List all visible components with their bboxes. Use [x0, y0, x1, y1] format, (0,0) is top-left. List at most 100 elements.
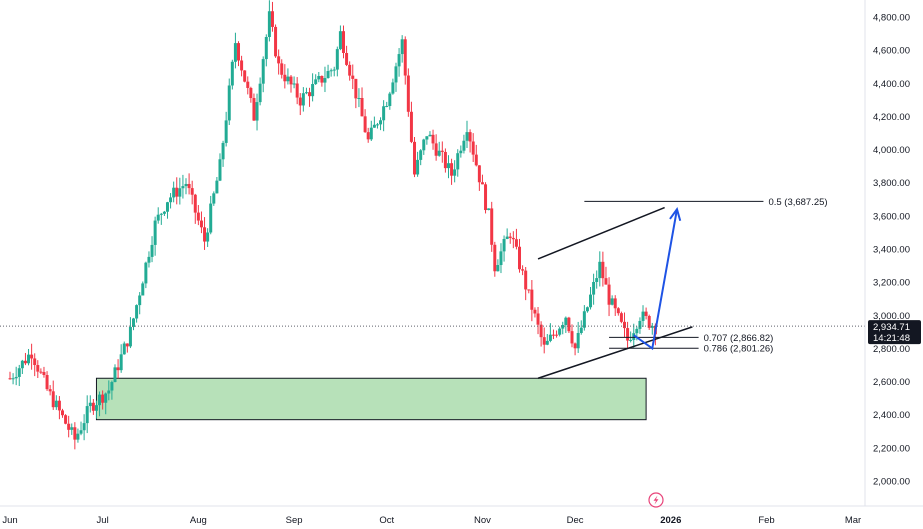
candle-body: [505, 236, 509, 239]
candle-body: [138, 295, 142, 306]
candle-body: [286, 76, 290, 82]
candle-body: [193, 194, 197, 213]
candle-body: [240, 60, 244, 71]
y-axis[interactable]: 4,800.00 4,600.00 4,400.00 4,200.00 4,000.00…: [873, 13, 910, 488]
candle-body: [638, 320, 642, 329]
candle-body: [107, 390, 111, 394]
candle-body: [101, 394, 105, 403]
candle-body: [416, 159, 420, 175]
candle-body: [209, 203, 213, 233]
x-axis[interactable]: Jun Jul Aug Sep Oct Nov Dec 2026 Feb Mar: [2, 515, 861, 526]
candle-body: [230, 61, 234, 86]
candle-body: [533, 309, 537, 314]
candle-body: [196, 212, 200, 221]
candle-body: [391, 82, 395, 94]
candle-body: [372, 124, 376, 128]
candle-body: [301, 93, 305, 106]
candle-body: [88, 402, 92, 407]
fib-level-label: 0.5 (3,687.25): [768, 197, 827, 208]
candle-body: [619, 313, 623, 322]
candle-body: [354, 78, 358, 99]
candle-body: [23, 360, 27, 364]
candle-body: [218, 159, 222, 181]
candle-body: [280, 63, 284, 75]
y-tick-label: 4,800.00: [873, 13, 910, 24]
candle-body: [132, 318, 136, 327]
candle-body: [650, 326, 654, 328]
candle-body: [36, 365, 40, 372]
candle-body: [184, 183, 188, 187]
y-tick-label: 2,800.00: [873, 344, 910, 355]
candle-body: [555, 334, 559, 336]
candle-body: [601, 261, 605, 279]
candle-body: [397, 54, 401, 67]
candle-body: [91, 402, 95, 411]
lightning-icon[interactable]: [648, 492, 664, 508]
candle-body: [539, 324, 543, 338]
fib-level-label: 0.707 (2,866.82): [704, 333, 774, 344]
candle-body: [73, 427, 77, 440]
candle-body: [85, 406, 89, 424]
candle-body: [54, 400, 58, 408]
candle-body: [518, 246, 522, 270]
candle-body: [119, 354, 123, 371]
y-tick-label: 2,000.00: [873, 477, 910, 488]
y-tick-label: 3,200.00: [873, 278, 910, 289]
candle-body: [345, 52, 349, 65]
candle-body: [647, 315, 651, 328]
candle-body: [589, 294, 593, 308]
candle-body: [308, 92, 312, 97]
candle-body: [493, 244, 497, 272]
candle-body: [317, 75, 321, 80]
x-tick-label: Sep: [286, 515, 303, 526]
candle-body: [17, 368, 21, 377]
candle-body: [212, 193, 216, 204]
candle-body: [135, 305, 139, 319]
candle-body: [499, 251, 503, 266]
candle-body: [604, 278, 608, 285]
x-tick-label: Dec: [567, 515, 584, 526]
candle-body: [422, 139, 426, 151]
plot-area[interactable]: 0.5 (3,687.25) 0.707 (2,866.82)0.786 (2,8…: [0, 0, 865, 450]
last-price-value: 2,934.71: [873, 322, 910, 333]
candle-body: [548, 334, 552, 341]
candle-body: [459, 150, 463, 154]
candle-body: [335, 49, 339, 70]
candle-body: [434, 143, 438, 156]
candle-body: [496, 265, 500, 272]
candle-body: [314, 79, 318, 85]
candle-body: [524, 270, 528, 290]
candle-body: [252, 98, 256, 121]
candle-body: [20, 360, 24, 369]
candle-body: [561, 324, 565, 329]
candle-body: [292, 83, 296, 85]
y-tick-label: 3,000.00: [873, 311, 910, 322]
y-tick-label: 4,400.00: [873, 79, 910, 90]
candle-body: [641, 311, 645, 321]
candle-body: [11, 378, 15, 380]
candle-body: [33, 358, 37, 366]
candle-body: [338, 31, 342, 50]
candle-body: [27, 354, 31, 364]
candle-body: [570, 331, 574, 344]
candle-body: [51, 391, 55, 408]
candle-body: [125, 343, 129, 347]
candle-body: [514, 239, 518, 247]
x-tick-label: Jun: [2, 515, 17, 526]
candle-body: [221, 142, 225, 160]
candle-body: [144, 262, 148, 284]
candle-body: [598, 261, 602, 279]
candle-body: [79, 430, 83, 434]
candle-body: [403, 39, 407, 76]
candle-body: [366, 132, 370, 140]
candle-body: [471, 141, 475, 155]
candle-body: [147, 256, 151, 263]
candle-body: [484, 184, 488, 211]
candle-body: [178, 188, 182, 197]
candle-body: [551, 334, 555, 336]
candle-body: [567, 317, 571, 332]
candle-body: [419, 150, 423, 160]
candle-body: [14, 376, 18, 379]
candle-body: [632, 333, 636, 340]
